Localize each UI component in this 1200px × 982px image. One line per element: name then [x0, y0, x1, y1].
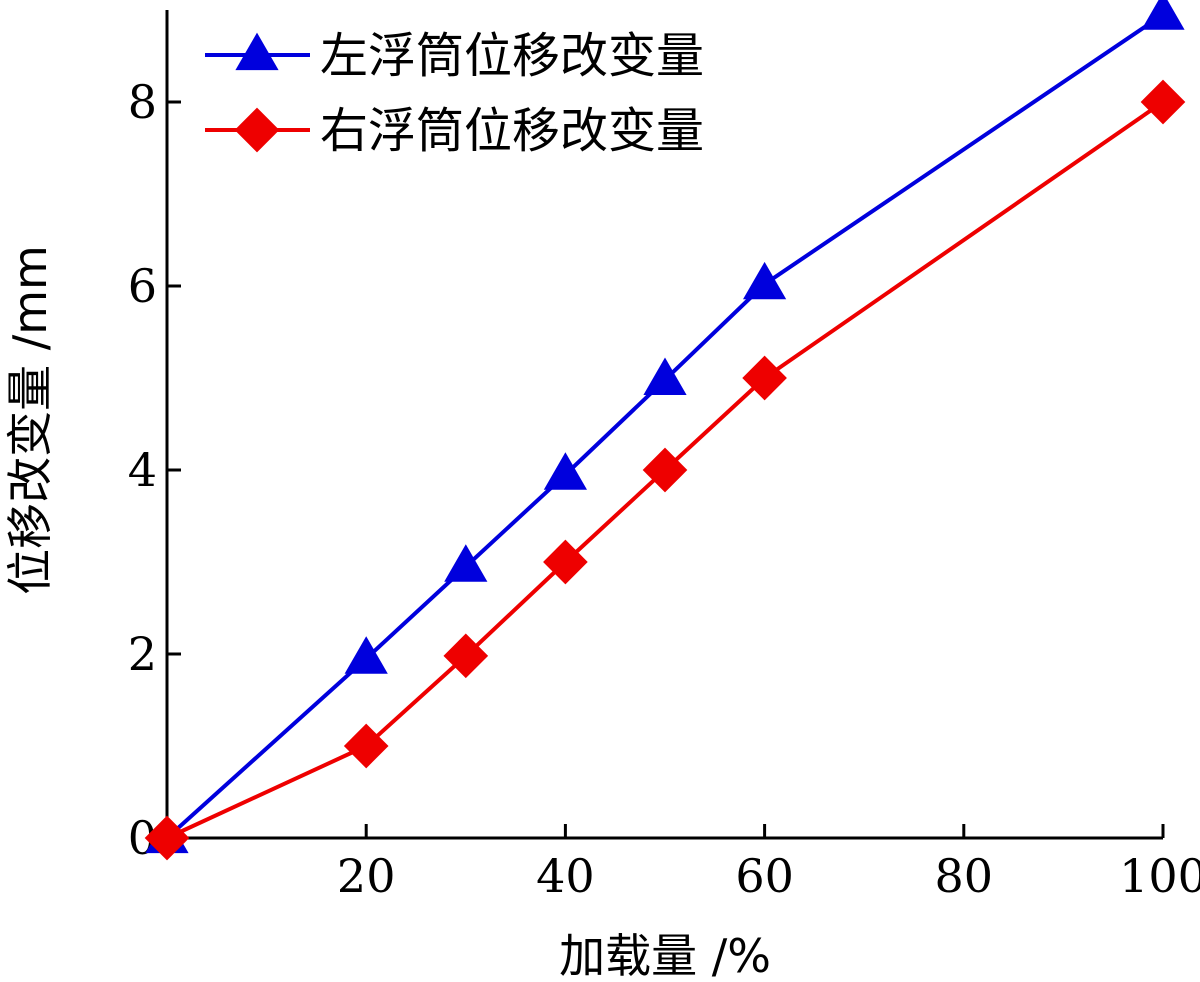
triangle-marker — [444, 544, 488, 582]
x-axis-title: 加载量 /% — [559, 929, 771, 982]
triangle-marker — [643, 357, 687, 395]
legend-label: 右浮筒位移改变量 — [320, 103, 704, 159]
x-tick-label: 60 — [735, 849, 794, 903]
x-tick-label: 100 — [1119, 849, 1200, 903]
triangle-marker — [344, 636, 388, 674]
diamond-marker — [642, 447, 688, 493]
triangle-marker — [743, 261, 787, 300]
diamond-marker — [234, 107, 280, 153]
legend-item-1: 左浮筒位移改变量 — [205, 28, 704, 84]
legend-item-2: 右浮筒位移改变量 — [205, 103, 704, 159]
y-tick-label: 6 — [128, 259, 157, 313]
legend-label: 左浮筒位移改变量 — [320, 28, 704, 84]
y-tick-label: 8 — [128, 75, 157, 129]
diamond-marker — [543, 539, 588, 585]
diamond-marker — [144, 815, 190, 861]
triangle-marker — [1141, 0, 1185, 30]
diamond-marker — [443, 633, 489, 679]
triangle-marker — [543, 452, 587, 490]
x-tick-label: 20 — [337, 849, 396, 903]
diamond-marker — [1140, 79, 1186, 125]
diamond-marker — [343, 723, 389, 769]
series-1 — [145, 0, 1185, 854]
triangle-marker — [235, 32, 279, 71]
series-2 — [144, 79, 1186, 861]
x-tick-label: 40 — [536, 849, 595, 903]
diamond-marker — [742, 355, 787, 401]
y-tick-label: 2 — [128, 627, 157, 681]
y-tick-label: 4 — [128, 443, 157, 497]
y-axis-title: 位移改变量 /mm — [3, 245, 57, 595]
x-tick-label: 80 — [935, 849, 994, 903]
series-layer — [144, 0, 1186, 861]
